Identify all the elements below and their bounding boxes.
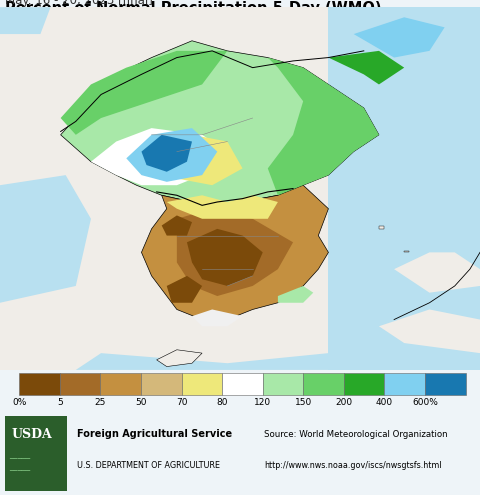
Polygon shape	[167, 276, 202, 303]
Polygon shape	[156, 350, 202, 367]
Polygon shape	[268, 57, 379, 195]
Polygon shape	[0, 7, 50, 34]
Polygon shape	[379, 309, 480, 353]
Polygon shape	[162, 135, 242, 185]
Text: 0%: 0%	[12, 398, 26, 407]
Polygon shape	[354, 17, 444, 57]
Text: May. 16 - 20, 2023 [final]: May. 16 - 20, 2023 [final]	[5, 0, 153, 6]
Text: Percent of Normal Precipitation 5-Day (WMO): Percent of Normal Precipitation 5-Day (W…	[5, 1, 381, 16]
Polygon shape	[187, 229, 263, 286]
Text: U.S. DEPARTMENT OF AGRICULTURE: U.S. DEPARTMENT OF AGRICULTURE	[77, 461, 220, 470]
Polygon shape	[76, 330, 480, 370]
Text: 150: 150	[295, 398, 312, 407]
Text: ─────: ─────	[9, 456, 30, 462]
Polygon shape	[0, 175, 91, 303]
Polygon shape	[167, 195, 278, 219]
Text: 600%: 600%	[412, 398, 438, 407]
Polygon shape	[328, 7, 480, 370]
Polygon shape	[404, 250, 409, 252]
Bar	[100, 373, 141, 395]
Bar	[303, 373, 344, 395]
Text: 25: 25	[95, 398, 106, 407]
Polygon shape	[379, 226, 384, 229]
Polygon shape	[60, 41, 379, 209]
Bar	[60, 373, 100, 395]
Bar	[344, 373, 384, 395]
Polygon shape	[192, 309, 242, 326]
Polygon shape	[278, 286, 313, 303]
Text: 50: 50	[135, 398, 147, 407]
Text: USDA: USDA	[12, 428, 53, 441]
Text: 5: 5	[57, 398, 63, 407]
Text: 400: 400	[376, 398, 393, 407]
Text: 120: 120	[254, 398, 271, 407]
Text: 70: 70	[176, 398, 187, 407]
Bar	[222, 373, 263, 395]
Bar	[425, 373, 466, 395]
Text: ─────: ─────	[9, 468, 30, 474]
Polygon shape	[60, 51, 228, 135]
Polygon shape	[142, 185, 328, 320]
Polygon shape	[162, 215, 192, 236]
Polygon shape	[328, 51, 404, 85]
Bar	[384, 373, 425, 395]
Polygon shape	[394, 252, 480, 293]
Bar	[141, 373, 181, 395]
Bar	[19, 373, 60, 395]
Polygon shape	[91, 128, 228, 185]
Text: http://www.nws.noaa.gov/iscs/nwsgtsfs.html: http://www.nws.noaa.gov/iscs/nwsgtsfs.ht…	[264, 461, 442, 470]
Bar	[263, 373, 303, 395]
Bar	[181, 373, 222, 395]
Text: 200: 200	[336, 398, 352, 407]
Text: 80: 80	[216, 398, 228, 407]
Text: Source: World Meteorological Organization: Source: World Meteorological Organizatio…	[264, 430, 448, 439]
Polygon shape	[126, 128, 217, 182]
Polygon shape	[177, 209, 293, 296]
Polygon shape	[142, 135, 192, 172]
Text: Foreign Agricultural Service: Foreign Agricultural Service	[77, 429, 232, 439]
Polygon shape	[0, 7, 480, 370]
Bar	[5, 416, 67, 491]
